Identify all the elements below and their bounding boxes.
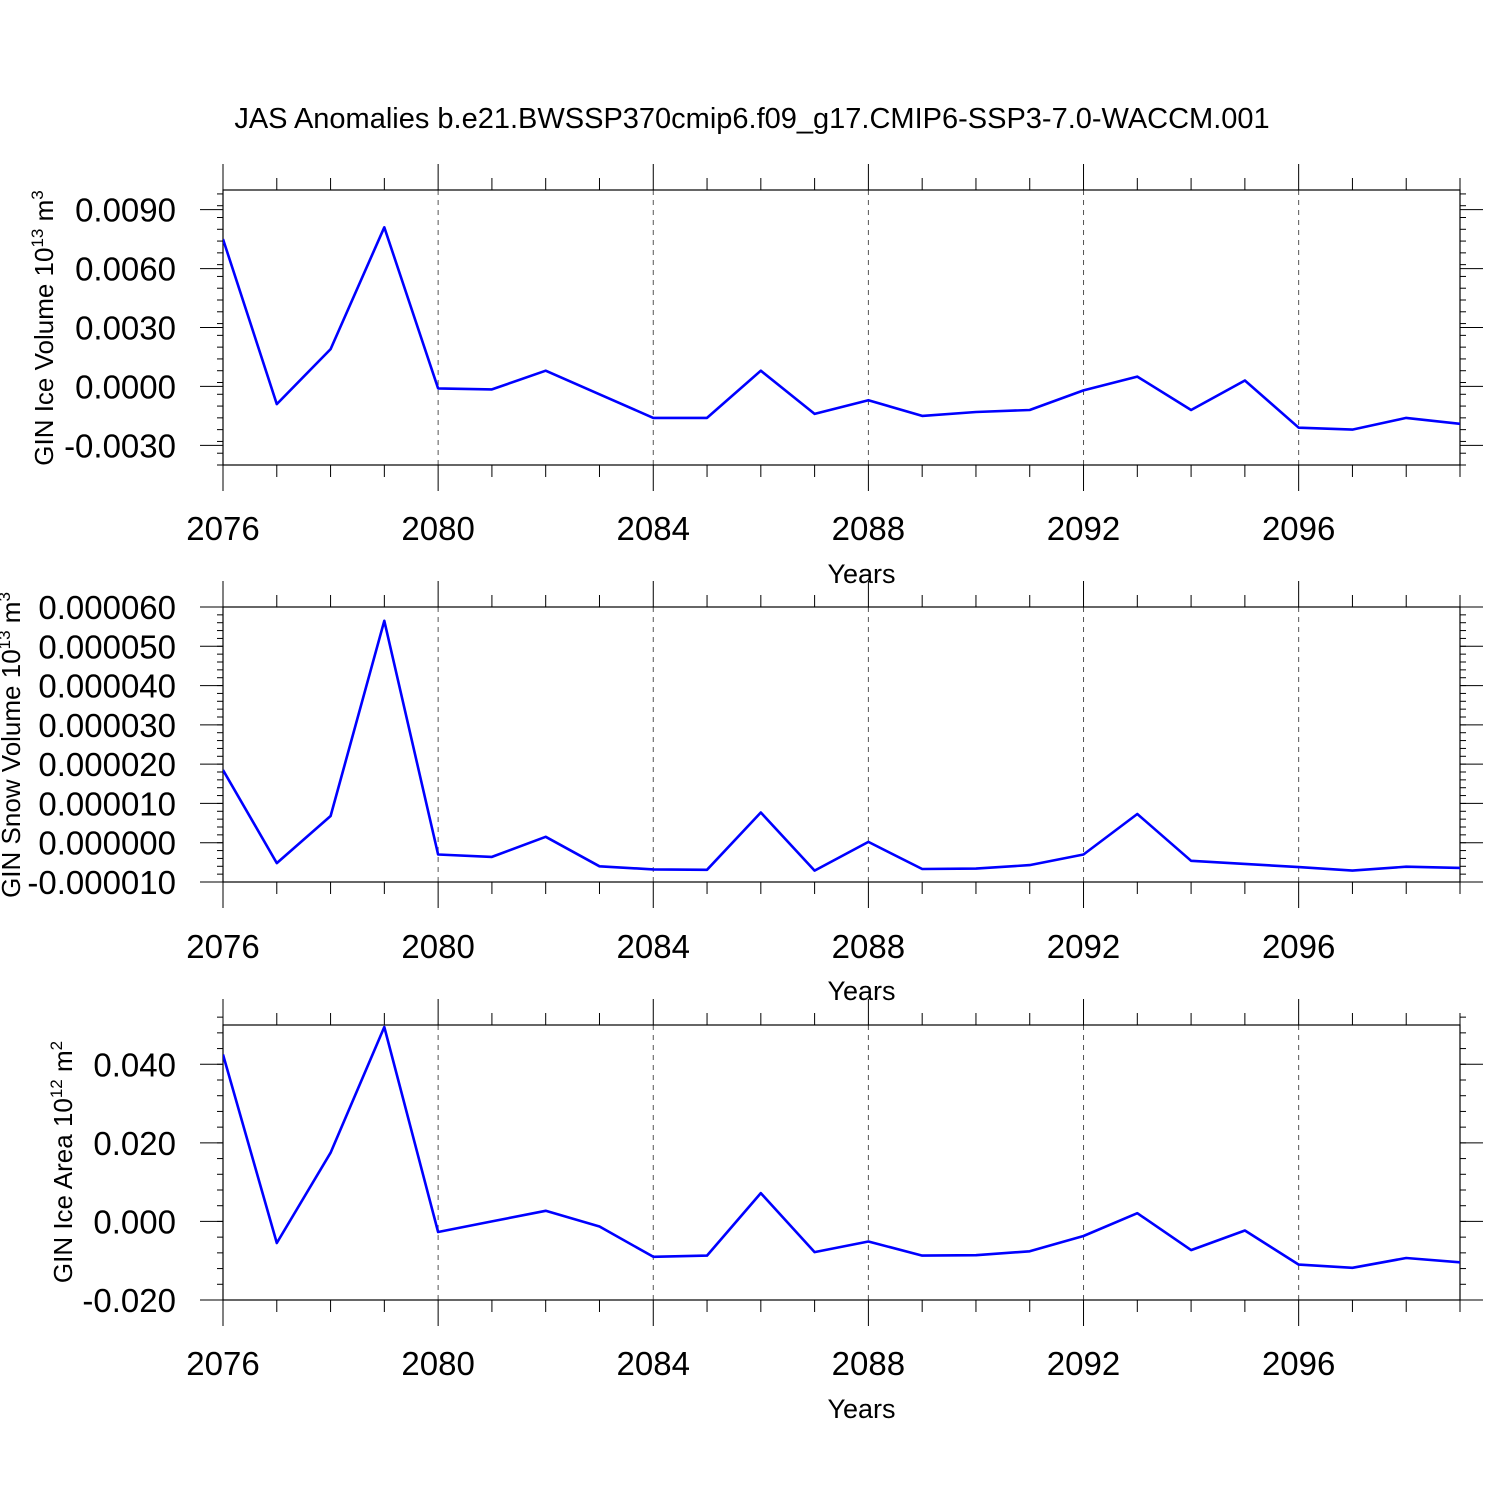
chart-title: JAS Anomalies b.e21.BWSSP370cmip6.f09_g1… — [234, 103, 1269, 135]
series-line — [223, 226, 1460, 431]
panel-ice-area: 0.040 0.020 0.000 -0.020 2076 2080 2084 2088 209… — [47, 999, 1483, 1424]
panel-ice-volume: 0.0090 0.0060 0.0030 0.0000 -0.0030 2076 2080 2… — [28, 164, 1483, 589]
y-tick-label: 0.000030 — [38, 707, 176, 744]
y-tick-label: 0.000060 — [38, 589, 176, 626]
x-tick-label: 2088 — [832, 928, 905, 965]
y-tick-label: 0.000040 — [38, 668, 176, 705]
y-tick-label: -0.020 — [82, 1282, 176, 1319]
panel-snow-volume: 0.0000600.0000500.0000400.0000300.000020… — [0, 581, 1483, 1006]
series-line — [223, 1025, 1460, 1270]
y-tick-label: 0.0060 — [75, 251, 176, 288]
x-tick-label: 2088 — [832, 1345, 905, 1382]
y-axis-label: GIN Ice Volume 1013 m3 — [28, 190, 59, 466]
x-axis-label: Years — [827, 559, 895, 589]
y-tick-label: 0.0090 — [75, 192, 176, 229]
x-tick-label: 2076 — [186, 928, 259, 965]
y-tick-label: 0.0030 — [75, 310, 176, 347]
x-tick-label: 2080 — [401, 510, 474, 547]
x-axis-label: Years — [827, 976, 895, 1006]
x-tick-label: 2080 — [401, 928, 474, 965]
y-tick-label: 0.020 — [93, 1125, 176, 1162]
y-tick-label: 0.0000 — [75, 368, 176, 405]
y-tick-label: 0.000020 — [38, 746, 176, 783]
y-tick-label: 0.000050 — [38, 628, 176, 665]
x-tick-label: 2092 — [1047, 1345, 1120, 1382]
plot-frame — [222, 189, 1461, 466]
x-tick-label: 2084 — [617, 928, 690, 965]
y-tick-label: 0.040 — [93, 1046, 176, 1083]
x-tick-label: 2096 — [1262, 928, 1335, 965]
y-axis-label: GIN Snow Volume 1013 m3 — [0, 592, 26, 898]
x-tick-label: 2092 — [1047, 928, 1120, 965]
x-axis-label: Years — [827, 1394, 895, 1424]
plot-frame — [222, 1024, 1461, 1301]
plot-frame — [222, 606, 1461, 883]
x-tick-label: 2096 — [1262, 1345, 1335, 1382]
x-tick-label: 2096 — [1262, 510, 1335, 547]
x-tick-label: 2076 — [186, 510, 259, 547]
y-axis-label: GIN Ice Area 1012 m2 — [47, 1041, 78, 1283]
x-tick-label: 2080 — [401, 1345, 474, 1382]
x-tick-label: 2084 — [617, 1345, 690, 1382]
x-tick-label: 2088 — [832, 510, 905, 547]
series-line — [223, 619, 1460, 872]
y-tick-label: 0.000 — [93, 1203, 176, 1240]
x-tick-label: 2076 — [186, 1345, 259, 1382]
x-tick-label: 2092 — [1047, 510, 1120, 547]
y-tick-label: -0.0030 — [64, 427, 176, 464]
x-tick-label: 2084 — [617, 510, 690, 547]
y-tick-label: 0.000010 — [38, 785, 176, 822]
y-tick-label: -0.000010 — [27, 864, 176, 901]
y-tick-label: 0.000000 — [38, 825, 176, 862]
